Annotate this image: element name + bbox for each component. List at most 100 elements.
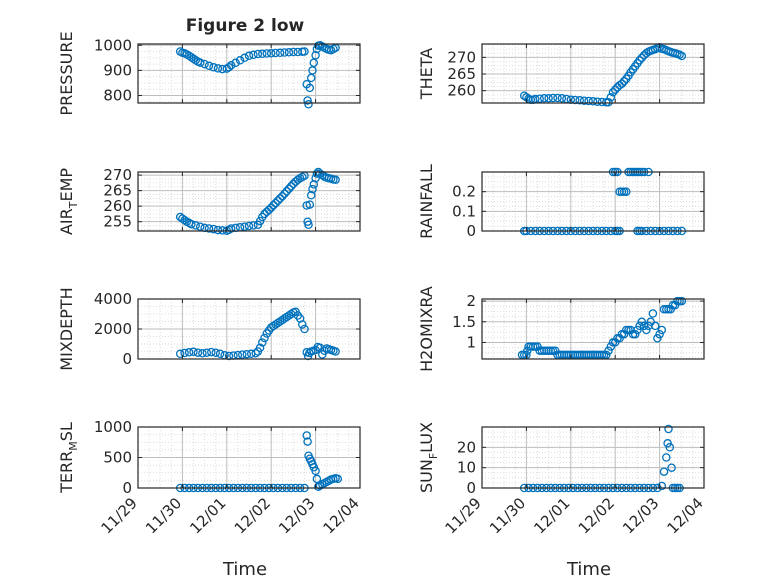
data-point — [244, 221, 254, 231]
axes-frame — [137, 171, 361, 232]
data-point — [215, 349, 225, 359]
data-point — [302, 431, 311, 440]
x-tick-label: 12/03 — [275, 494, 318, 537]
y-tick-label: 0.1 — [452, 202, 476, 220]
data-point — [303, 96, 312, 105]
data-point — [255, 343, 265, 353]
y-tick-label: 1000 — [94, 36, 132, 54]
y-tick-label: 500 — [103, 449, 132, 467]
data-point — [249, 50, 258, 60]
data-point — [300, 47, 309, 56]
data-point — [303, 437, 312, 446]
y-tick-label: 0 — [122, 350, 132, 368]
y-tick-label: 0 — [466, 479, 476, 497]
data-point — [193, 348, 203, 357]
data-point — [606, 342, 616, 351]
data-point — [224, 351, 234, 361]
data-point — [539, 94, 549, 103]
data-point — [619, 329, 629, 339]
data-point — [253, 49, 263, 59]
data-point — [226, 61, 236, 70]
data-point — [610, 85, 620, 94]
data-point — [309, 58, 319, 68]
data-point — [282, 187, 291, 196]
data-point — [240, 222, 249, 231]
data-point — [657, 481, 667, 491]
data-point — [195, 58, 205, 67]
data-point — [635, 321, 644, 331]
data-point — [204, 224, 214, 233]
data-point — [619, 77, 629, 86]
data-point — [311, 466, 320, 476]
x-tick-label: 11/30 — [142, 494, 185, 537]
data-point — [637, 53, 647, 62]
data-point — [300, 324, 309, 334]
data-point — [588, 97, 598, 106]
y-tick-label: 20 — [457, 438, 476, 456]
data-point — [271, 198, 280, 208]
data-point — [551, 346, 560, 355]
data-point — [260, 333, 269, 343]
data-point — [258, 49, 267, 59]
data-point — [195, 222, 205, 231]
data-point — [557, 94, 567, 103]
y-axis-label: PRESSURE — [57, 31, 76, 115]
data-point — [280, 189, 289, 198]
data-point — [266, 49, 276, 58]
data-point — [333, 474, 343, 484]
y-tick-label: 900 — [103, 61, 132, 79]
data-point — [657, 325, 667, 335]
data-point — [235, 56, 245, 65]
y-tick-label: 2 — [466, 292, 476, 310]
data-point — [273, 196, 283, 205]
data-point — [331, 347, 340, 356]
x-tick-label: 12/01 — [530, 494, 573, 537]
data-point — [604, 98, 613, 107]
subplot-pressure: 800 900 1000 PRESSURE — [57, 31, 361, 116]
x-tick-label: 12/01 — [186, 494, 229, 537]
y-tick-label: 4000 — [94, 290, 132, 308]
x-tick-label: 12/02 — [231, 494, 274, 537]
y-tick-label: 1.5 — [452, 313, 476, 331]
data-point — [548, 93, 558, 103]
data-point — [331, 175, 340, 185]
data-point — [251, 349, 260, 358]
y-tick-label: 270 — [103, 166, 132, 184]
data-point — [189, 54, 198, 64]
data-point — [639, 321, 649, 331]
data-point — [298, 320, 307, 329]
y-tick-label: 800 — [103, 86, 132, 104]
data-point — [575, 96, 584, 105]
data-point — [662, 453, 671, 462]
x-tick-label: 12/03 — [619, 494, 662, 537]
data-point — [635, 56, 644, 65]
data-point — [293, 175, 303, 185]
data-point — [213, 64, 223, 73]
data-point — [202, 348, 212, 357]
data-point — [244, 51, 254, 61]
data-point — [224, 63, 234, 72]
data-point — [198, 349, 207, 358]
data-point — [209, 224, 218, 234]
y-axis-label: H2OMIXRA — [417, 286, 436, 372]
data-point — [238, 350, 247, 359]
data-point — [312, 474, 322, 484]
data-point — [213, 225, 223, 235]
data-point — [305, 83, 315, 93]
data-point — [249, 221, 258, 230]
y-tick-label: 265 — [447, 65, 476, 83]
data-point — [655, 329, 664, 339]
x-axis-label-left: Time — [222, 559, 267, 580]
subplot-terrain-msl: 0 500 1000 TERRMSL 11/29 11/30 12/01 12/02 12/03… — [57, 418, 363, 537]
data-point — [280, 48, 289, 57]
data-point — [617, 79, 627, 88]
data-point — [275, 194, 285, 203]
data-point — [677, 296, 687, 306]
y-tick-label: 10 — [457, 459, 476, 477]
data-point — [175, 349, 185, 359]
data-point — [677, 51, 687, 61]
data-point — [226, 224, 236, 233]
